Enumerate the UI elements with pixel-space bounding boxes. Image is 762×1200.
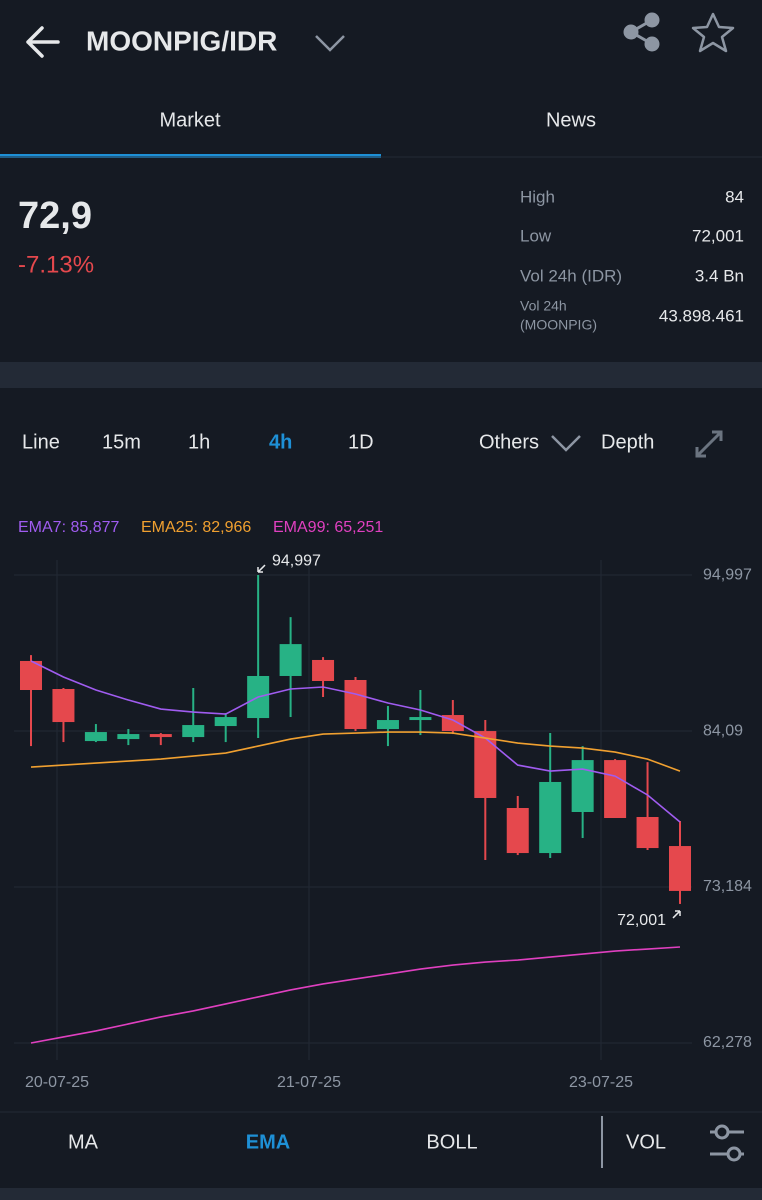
- candle-body: [52, 689, 75, 723]
- candle-body: [474, 731, 497, 798]
- stat-label: Low: [520, 226, 552, 245]
- x-tick-label: 21-07-25: [277, 1074, 341, 1091]
- change: -7.13%: [18, 251, 94, 278]
- candle-body: [571, 760, 594, 813]
- indicator-button[interactable]: EMA: [246, 1131, 290, 1153]
- timeframe-bar: Line 15m 1h 4h 1D: [22, 431, 374, 453]
- candle-body: [149, 734, 172, 738]
- ema-line: [30, 660, 681, 823]
- stat-value: 84: [725, 187, 744, 206]
- candle-body: [604, 760, 627, 819]
- ema-line: [30, 731, 681, 772]
- candle-body: [84, 732, 107, 742]
- annotation-arrow: [257, 564, 266, 573]
- stat-label: Vol 24h: [520, 298, 567, 314]
- indicator-settings[interactable]: [710, 1124, 744, 1162]
- stat-value: 72,001: [692, 226, 744, 245]
- x-tick-label: 20-07-25: [25, 1074, 89, 1091]
- tab-news[interactable]: News: [546, 109, 596, 131]
- candle-body: [214, 717, 237, 727]
- timeframe-button[interactable]: Line: [22, 431, 60, 453]
- candle-body: [20, 660, 42, 691]
- candle-body: [669, 846, 691, 891]
- candle-body: [279, 644, 302, 676]
- indicator-button[interactable]: BOLL: [426, 1131, 477, 1153]
- section-separator: [0, 362, 762, 388]
- share-button[interactable]: [623, 12, 660, 52]
- candle-body: [312, 659, 335, 681]
- x-tick-label: 23-07-25: [569, 1074, 633, 1091]
- price: 72,9: [18, 195, 92, 237]
- favorite-button[interactable]: [691, 12, 735, 53]
- candle-body: [117, 734, 140, 740]
- legend-entry: EMA99: 65,251: [273, 519, 383, 536]
- vol-button[interactable]: VOL: [626, 1131, 666, 1153]
- y-tick-label: 73,184: [703, 878, 752, 895]
- ema-line: [30, 946, 681, 1044]
- y-tick-label: 62,278: [703, 1034, 752, 1051]
- indicator-bar: MA EMA BOLL: [68, 1131, 478, 1153]
- indicator-button[interactable]: MA: [68, 1131, 99, 1153]
- timeframe-button[interactable]: 4h: [269, 431, 292, 453]
- timeframe-button[interactable]: 1D: [348, 431, 374, 453]
- stat-value: 43.898.461: [659, 306, 744, 325]
- depth-button[interactable]: Depth: [601, 431, 654, 453]
- bottom-strip: [0, 1188, 762, 1200]
- stat-label: Vol 24h (IDR): [520, 266, 622, 285]
- others-dropdown[interactable]: [551, 435, 581, 452]
- y-tick-label: 84,09: [703, 722, 743, 739]
- pair-title[interactable]: MOONPIG/IDR: [86, 25, 277, 56]
- fullscreen-button[interactable]: [695, 430, 723, 458]
- stat-label: High: [520, 187, 555, 206]
- legend-entry: EMA7: 85,877: [18, 519, 120, 536]
- timeframe-button[interactable]: 15m: [102, 431, 141, 453]
- y-tick-label: 94,997: [703, 566, 752, 583]
- chart: EMA7: 85,877 EMA25: 82,966 EMA99: 65,251 62…: [14, 519, 752, 1091]
- low-annotation: 72,001: [617, 912, 666, 929]
- candle-body: [376, 720, 399, 730]
- annotation-arrow: [672, 910, 681, 919]
- tab-indicator: [0, 154, 381, 158]
- candle-body: [182, 725, 205, 738]
- legend-entry: EMA25: 82,966: [141, 519, 251, 536]
- others-button[interactable]: Others: [479, 431, 539, 453]
- stat-value: 3.4 Bn: [695, 266, 744, 285]
- candle-body: [539, 781, 562, 854]
- pair-dropdown[interactable]: [315, 35, 345, 52]
- high-annotation: 94,997: [272, 552, 321, 569]
- candle-body: [409, 717, 432, 721]
- candle-body: [344, 679, 367, 730]
- stat-label: (MOONPIG): [520, 317, 597, 333]
- tab-market[interactable]: Market: [159, 109, 221, 131]
- timeframe-button[interactable]: 1h: [188, 431, 210, 453]
- candle-body: [636, 817, 659, 849]
- candle-body: [506, 807, 529, 854]
- back-button[interactable]: [26, 26, 60, 58]
